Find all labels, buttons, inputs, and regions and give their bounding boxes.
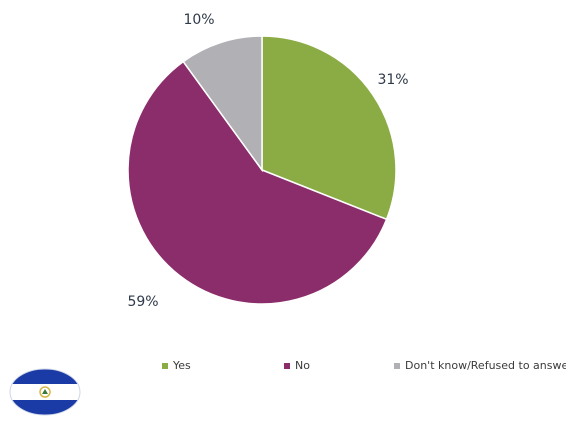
pie-slice-don-t-know-refused-to-answer <box>182 35 263 173</box>
el-salvador-flag-icon <box>9 368 81 416</box>
pie-slice-no <box>127 60 388 305</box>
pie-chart: 31% 59% 10% <box>127 12 409 310</box>
flag-emblem <box>39 386 51 398</box>
legend-swatch-dont-know <box>394 362 400 369</box>
legend-item-dont-know: Don't know/Refused to answer <box>394 359 566 372</box>
legend-label-dont-know: Don't know/Refused to answer <box>405 359 566 372</box>
slice-label-2: 10% <box>183 12 214 28</box>
slice-label-1: 59% <box>127 294 158 310</box>
slice-label-0: 31% <box>377 72 408 88</box>
legend-label-no: No <box>295 359 310 372</box>
chart-legend: Yes No Don't know/Refused to answer <box>0 359 566 379</box>
flag-stripe-top <box>10 369 80 384</box>
flag-stripe-bottom <box>10 400 80 415</box>
pie-slice-yes <box>261 35 397 221</box>
legend-item-yes: Yes <box>162 359 191 372</box>
legend-swatch-yes <box>162 362 168 369</box>
legend-swatch-no <box>284 362 290 369</box>
flag-emblem-triangle <box>42 389 48 394</box>
legend-item-no: No <box>284 359 310 372</box>
legend-label-yes: Yes <box>173 359 191 372</box>
